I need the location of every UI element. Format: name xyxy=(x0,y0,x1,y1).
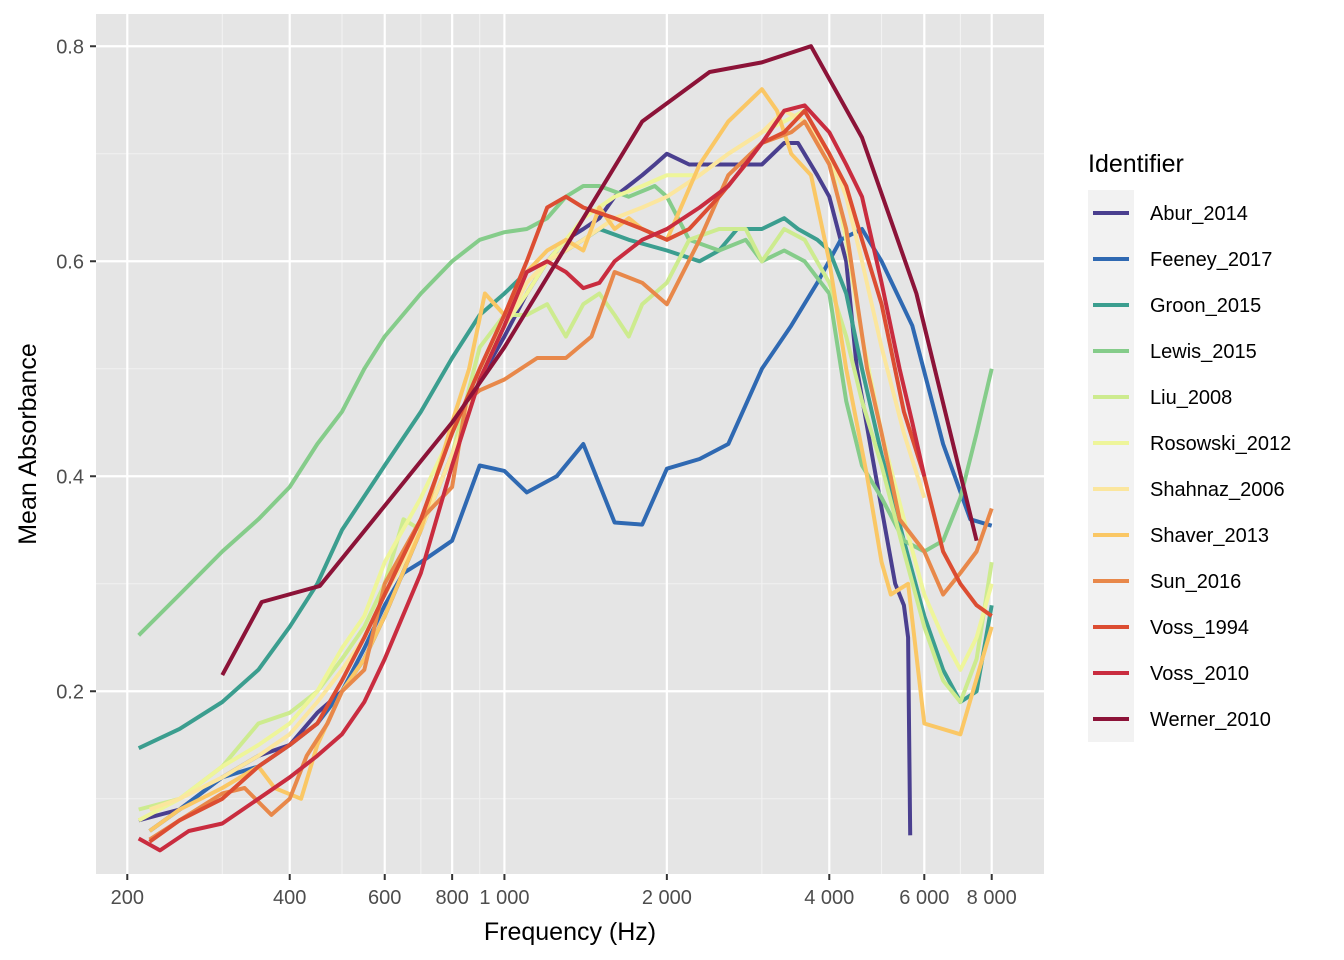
legend-label: Shaver_2013 xyxy=(1150,525,1269,547)
y-axis-ticks: 0.2 0.4 0.6 0.8 xyxy=(56,36,96,703)
series-line-voss-1994 xyxy=(148,108,993,844)
x-tick-label: 4 000 xyxy=(804,887,854,909)
x-tick-label: 8 000 xyxy=(967,887,1017,909)
legend-label: Rosowski_2012 xyxy=(1150,433,1291,455)
y-tick-label: 0.4 xyxy=(56,466,84,488)
x-tick-label: 6 000 xyxy=(899,887,949,909)
legend-label: Voss_2010 xyxy=(1150,663,1249,685)
y-tick-label: 0.8 xyxy=(56,36,84,58)
series-line-sun-2016 xyxy=(148,119,994,842)
series-line-lewis-2015 xyxy=(137,184,994,637)
series-line-liu-2008 xyxy=(138,227,994,812)
x-tick-label: 2 000 xyxy=(642,887,692,909)
series-line-groon-2015 xyxy=(137,216,994,751)
legend-label: Feeney_2017 xyxy=(1150,249,1272,271)
legend-title: Identifier xyxy=(1088,150,1184,178)
legend-label: Groon_2015 xyxy=(1150,295,1261,317)
legend-label: Werner_2010 xyxy=(1150,709,1271,731)
legend-label: Voss_1994 xyxy=(1150,617,1249,639)
x-tick-label: 200 xyxy=(111,887,144,909)
y-tick-label: 0.2 xyxy=(56,681,84,703)
series-line-werner-2010 xyxy=(220,44,979,677)
legend-label: Shahnaz_2006 xyxy=(1150,479,1285,501)
y-axis-title: Mean Absorbance xyxy=(14,343,42,545)
legend-label: Liu_2008 xyxy=(1150,387,1232,409)
x-tick-label: 800 xyxy=(435,887,468,909)
x-axis-ticks: 200 400 600 800 1 000 2 000 4 000 6 000 8 000 xyxy=(111,874,1017,909)
series-lines xyxy=(137,44,994,853)
x-axis-title: Frequency (Hz) xyxy=(484,918,656,946)
y-tick-label: 0.6 xyxy=(56,251,84,273)
legend-label: Lewis_2015 xyxy=(1150,341,1257,363)
legend: Abur_2014 Feeney_2017 Groon_2015 Lewis_2015… xyxy=(1088,190,1291,742)
legend-label: Abur_2014 xyxy=(1150,203,1248,225)
legend-label: Sun_2016 xyxy=(1150,571,1241,593)
x-tick-label: 400 xyxy=(273,887,306,909)
x-tick-label: 1 000 xyxy=(479,887,529,909)
series-line-voss-2010 xyxy=(137,103,927,853)
x-tick-label: 600 xyxy=(368,887,401,909)
